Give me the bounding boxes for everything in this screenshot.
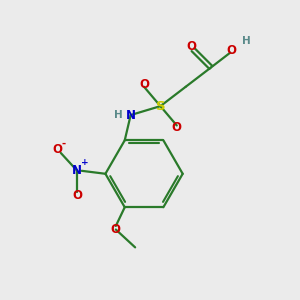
Text: H: H [114, 110, 123, 120]
Text: H: H [242, 36, 251, 46]
Text: -: - [62, 139, 66, 148]
Text: O: O [187, 40, 196, 52]
Text: O: O [227, 44, 237, 57]
Text: O: O [72, 189, 82, 202]
Text: N: N [72, 164, 82, 177]
Text: S: S [156, 100, 165, 112]
Text: O: O [172, 121, 182, 134]
Text: +: + [81, 158, 88, 167]
Text: O: O [139, 78, 149, 91]
Text: O: O [111, 223, 121, 236]
Text: O: O [53, 143, 63, 156]
Text: N: N [126, 109, 136, 122]
